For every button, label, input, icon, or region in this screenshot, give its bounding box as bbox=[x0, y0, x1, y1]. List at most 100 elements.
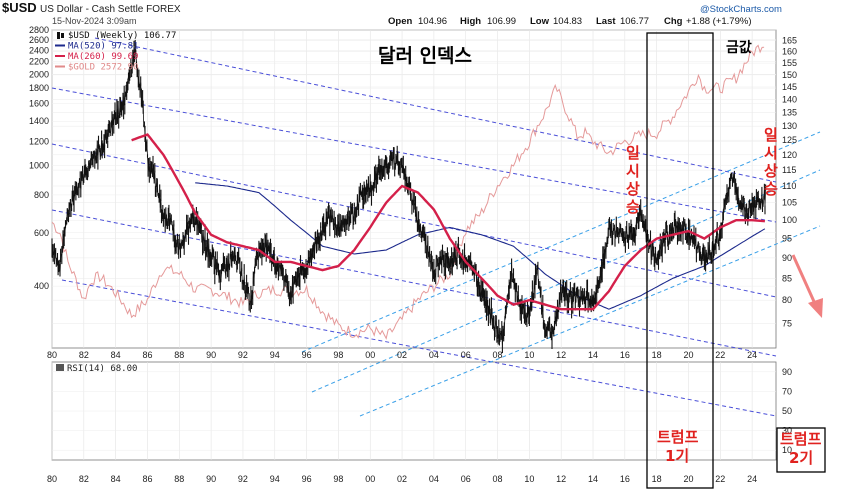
rsi-tick-label: 50 bbox=[782, 406, 792, 416]
high-value: 106.99 bbox=[487, 16, 516, 27]
x-tick-label: 02 bbox=[397, 350, 407, 360]
last-label: Last bbox=[596, 16, 616, 27]
temp-rise-1-char: 일 bbox=[626, 144, 640, 162]
y-right-tick-label: 110 bbox=[782, 181, 796, 191]
y-left-tick-label: 1400 bbox=[29, 116, 49, 126]
uptrend-channel-line bbox=[301, 131, 821, 353]
y-right-tick-label: 105 bbox=[782, 198, 797, 208]
axis-layer: 80 80 82 82 84 84 86 86 88 88 90 90 92 92 94 94 96 96 98 98… bbox=[29, 25, 797, 484]
x-tick-label: 12 bbox=[556, 474, 566, 484]
x-tick-label: 16 bbox=[620, 350, 630, 360]
usd-price-layer bbox=[51, 39, 767, 354]
x-tick-label: 20 bbox=[683, 350, 693, 360]
chg-label: Chg bbox=[664, 16, 683, 27]
uptrend-channel-line bbox=[359, 225, 821, 417]
grid-layer bbox=[51, 29, 776, 460]
y-right-tick-label: 85 bbox=[782, 273, 792, 283]
ma260-series-layer bbox=[131, 133, 765, 311]
downtrend-arrow bbox=[791, 254, 823, 318]
open-label: Open bbox=[388, 16, 412, 27]
rsi-legend: RSI(14) 68.00 bbox=[56, 364, 137, 374]
y-right-tick-label: 115 bbox=[782, 165, 796, 175]
y-right-tick-label: 80 bbox=[782, 295, 792, 305]
y-right-tick-label: 145 bbox=[782, 82, 797, 92]
x-tick-label: 20 bbox=[683, 474, 693, 484]
x-tick-label: 80 bbox=[47, 474, 57, 484]
temp-rise-1-char: 시 bbox=[626, 162, 640, 180]
temp-rise-1-char: 승 bbox=[626, 198, 640, 216]
trump2-line: 트럼프 bbox=[780, 430, 822, 448]
candle-icon bbox=[61, 33, 64, 38]
downtrend-channel-line bbox=[61, 279, 777, 417]
x-tick-label: 18 bbox=[652, 474, 662, 484]
x-tick-label: 82 bbox=[79, 474, 89, 484]
trend-channel-layer bbox=[51, 37, 821, 417]
y-left-tick-label: 2200 bbox=[29, 57, 49, 67]
symbol-label: $USD bbox=[2, 0, 37, 15]
y-right-tick-label: 125 bbox=[782, 135, 797, 145]
x-tick-label: 96 bbox=[302, 474, 312, 484]
y-right-tick-label: 100 bbox=[782, 215, 797, 225]
x-tick-label: 82 bbox=[79, 350, 89, 360]
trump-term2-box bbox=[776, 427, 826, 473]
ma520-series-layer bbox=[195, 182, 766, 310]
y-right-tick-label: 135 bbox=[782, 108, 797, 118]
x-tick-label: 16 bbox=[620, 474, 630, 484]
y-right-tick-label: 90 bbox=[782, 253, 792, 263]
downtrend-channel-line bbox=[51, 143, 777, 298]
x-tick-label: 84 bbox=[111, 350, 121, 360]
y-left-tick-label: 1600 bbox=[29, 99, 49, 109]
low-value: 104.83 bbox=[553, 16, 582, 27]
ma260-line bbox=[131, 133, 765, 311]
trump1-line: 1기 bbox=[665, 447, 689, 465]
gold-series-layer bbox=[51, 44, 765, 340]
y-right-tick-label: 140 bbox=[782, 95, 797, 105]
x-tick-label: 08 bbox=[493, 350, 503, 360]
x-tick-label: 02 bbox=[397, 474, 407, 484]
x-tick-label: 86 bbox=[142, 474, 152, 484]
x-tick-label: 04 bbox=[429, 350, 439, 360]
x-tick-label: 86 bbox=[142, 350, 152, 360]
y-right-tick-label: 95 bbox=[782, 234, 792, 244]
x-tick-label: 80 bbox=[47, 350, 57, 360]
x-tick-label: 14 bbox=[588, 474, 598, 484]
x-tick-label: 94 bbox=[270, 350, 280, 360]
x-tick-label: 18 bbox=[652, 350, 662, 360]
y-left-tick-label: 400 bbox=[34, 281, 49, 291]
x-tick-label: 92 bbox=[238, 474, 248, 484]
trump2-annotation: 트럼프 2기 bbox=[780, 430, 822, 467]
x-tick-label: 14 bbox=[588, 350, 598, 360]
temp-rise-2-char: 승 bbox=[764, 180, 778, 198]
chart-big-title: 달러 인덱스 bbox=[378, 45, 472, 67]
y-right-tick-label: 165 bbox=[782, 36, 797, 46]
high-label: High bbox=[460, 16, 481, 27]
temp-rise-2-char: 시 bbox=[764, 144, 778, 162]
rsi-tick-label: 10 bbox=[782, 445, 792, 455]
low-label: Low bbox=[530, 16, 550, 27]
x-tick-label: 98 bbox=[333, 350, 343, 360]
y-right-tick-label: 130 bbox=[782, 121, 797, 131]
y-right-tick-label: 75 bbox=[782, 318, 792, 328]
x-tick-label: 06 bbox=[461, 474, 471, 484]
y-left-tick-label: 800 bbox=[34, 190, 49, 200]
uptrend-channel-line bbox=[311, 169, 821, 393]
last-value: 106.77 bbox=[620, 16, 649, 27]
x-tick-label: 00 bbox=[365, 474, 375, 484]
rsi-tick-label: 90 bbox=[782, 367, 792, 377]
x-tick-label: 06 bbox=[461, 350, 471, 360]
rsi-tick-label: 30 bbox=[782, 426, 792, 436]
temp-rise-2-char: 상 bbox=[764, 162, 778, 180]
legend-entry: MA(520) 97.81 bbox=[68, 42, 138, 52]
x-tick-label: 22 bbox=[715, 474, 725, 484]
x-tick-label: 22 bbox=[715, 350, 725, 360]
y-right-tick-label: 150 bbox=[782, 70, 797, 80]
y-left-tick-label: 600 bbox=[34, 228, 49, 238]
y-left-tick-label: 2600 bbox=[29, 35, 49, 45]
gold-line bbox=[51, 44, 765, 340]
ohlc-readout: Open 104.96 High 106.99 Low 104.83 Last … bbox=[388, 16, 752, 27]
y-right-tick-label: 120 bbox=[782, 150, 797, 160]
stockcharts-brand: @StockCharts.com bbox=[700, 4, 782, 15]
x-tick-label: 08 bbox=[493, 474, 503, 484]
